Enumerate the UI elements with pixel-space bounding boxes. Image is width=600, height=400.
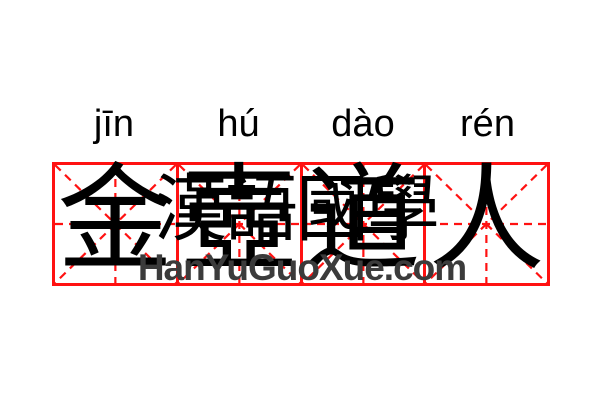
hanzi-character-1: 金 [57,152,174,288]
mizige-cell-2: 壺 [179,152,303,288]
mizige-cell-3: 道 [303,152,427,288]
mizige-guide-lines-icon [303,165,424,283]
mizige-guide-lines-icon [426,165,547,283]
mizige-cell-1: 金 [55,152,179,288]
hanzi-character-2: 壺 [181,152,298,288]
watermark-cjk: 漢語國學 [154,167,440,252]
pinyin-syllable-1: jīn [93,103,135,145]
watermark-url: HanYuGuoXue.com [137,247,467,288]
pinyin-row: jīn hú dào rén [0,102,600,146]
mizige-guide-lines-icon [55,165,176,283]
pinyin-syllable-3: dào [331,103,395,145]
mizige-cell-4: 人 [426,152,547,288]
mizige-grid: 金 壺 道 [52,162,550,286]
hanzi-character-4: 人 [428,152,545,288]
hanzi-character-3: 道 [304,152,421,288]
pinyin-syllable-2: hú [217,103,260,145]
mizige-guide-lines-icon [179,165,300,283]
pinyin-syllable-4: rén [460,103,515,145]
